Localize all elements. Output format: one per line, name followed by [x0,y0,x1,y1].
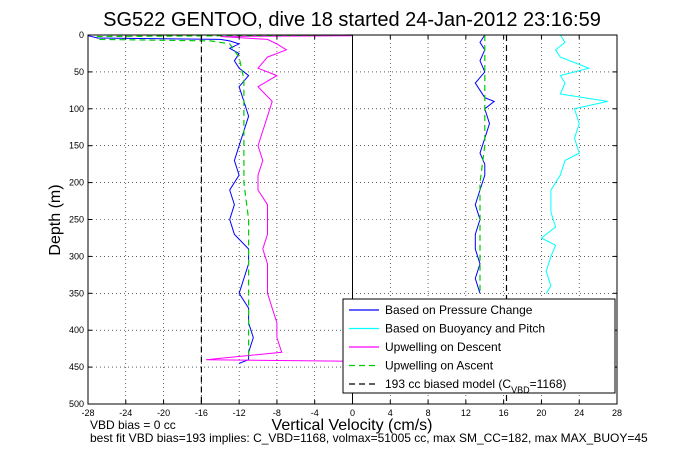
x-tick-label: 12 [461,408,471,418]
y-tick-label: 350 [69,288,84,298]
series-line-based-on-pressure-change [474,34,496,294]
y-axis-ticks: 0 50 100 150 200 250 300 350 400 450 500 [69,30,617,409]
series-group [87,34,608,404]
y-tick-label: 450 [69,362,84,372]
x-tick-label: -8 [273,408,281,418]
chart-title: SG522 GENTOO, dive 18 started 24-Jan-201… [103,9,601,31]
y-tick-label: 400 [69,325,84,335]
x-tick-label: 4 [388,408,393,418]
x-tick-label: -16 [195,408,208,418]
series-line-based-on-pressure-change [87,35,254,364]
y-tick-label: 200 [69,178,84,188]
x-tick-label: 0 [350,408,355,418]
x-axis-ticks: -28 -24 -20 -16 -12 -8 -4 0 4 8 12 16 20 24 28 [81,35,622,418]
series-line-upwelling-on-ascent [96,34,353,360]
legend-label: Upwelling on Descent [385,340,502,354]
legend-label: Based on Pressure Change [385,303,533,317]
legend-label-suffix: =1168) [530,377,567,391]
y-tick-label: 0 [79,30,84,40]
series-line-upwelling-on-descent [206,35,353,362]
y-tick-label: 250 [69,215,84,225]
x-tick-label: -24 [119,408,132,418]
legend-label: Upwelling on Ascent [385,359,494,373]
legend-label-subscript: VBD [511,385,530,395]
legend-label: Based on Buoyancy and Pitch [385,322,545,336]
series-line-upwelling-on-ascent [479,35,486,294]
vbd-bias-note: VBD bias = 0 cc [90,418,176,432]
x-tick-label: -28 [81,408,94,418]
legend: Based on Pressure Change Based on Buoyanc… [342,298,616,395]
x-tick-label: 8 [426,408,431,418]
y-tick-label: 150 [69,141,84,151]
x-tick-label: 20 [536,408,546,418]
y-axis-label: Depth (m) [47,184,64,255]
y-tick-label: 100 [69,104,84,114]
series-line-based-on-buoyancy-and-pitch [540,34,608,294]
x-tick-label: 28 [612,408,622,418]
y-tick-label: 50 [74,67,84,77]
x-tick-label: -12 [233,408,246,418]
x-tick-label: 16 [499,408,509,418]
legend-box [342,298,616,394]
best-fit-note: best fit VBD bias=193 implies: C_VBD=116… [90,431,648,445]
y-tick-label: 500 [69,399,84,409]
x-axis-label: Vertical Velocity (cm/s) [272,417,433,434]
y-tick-label: 300 [69,251,84,261]
x-tick-label: 24 [574,408,584,418]
x-tick-label: -4 [311,408,319,418]
x-tick-label: -20 [157,408,170,418]
